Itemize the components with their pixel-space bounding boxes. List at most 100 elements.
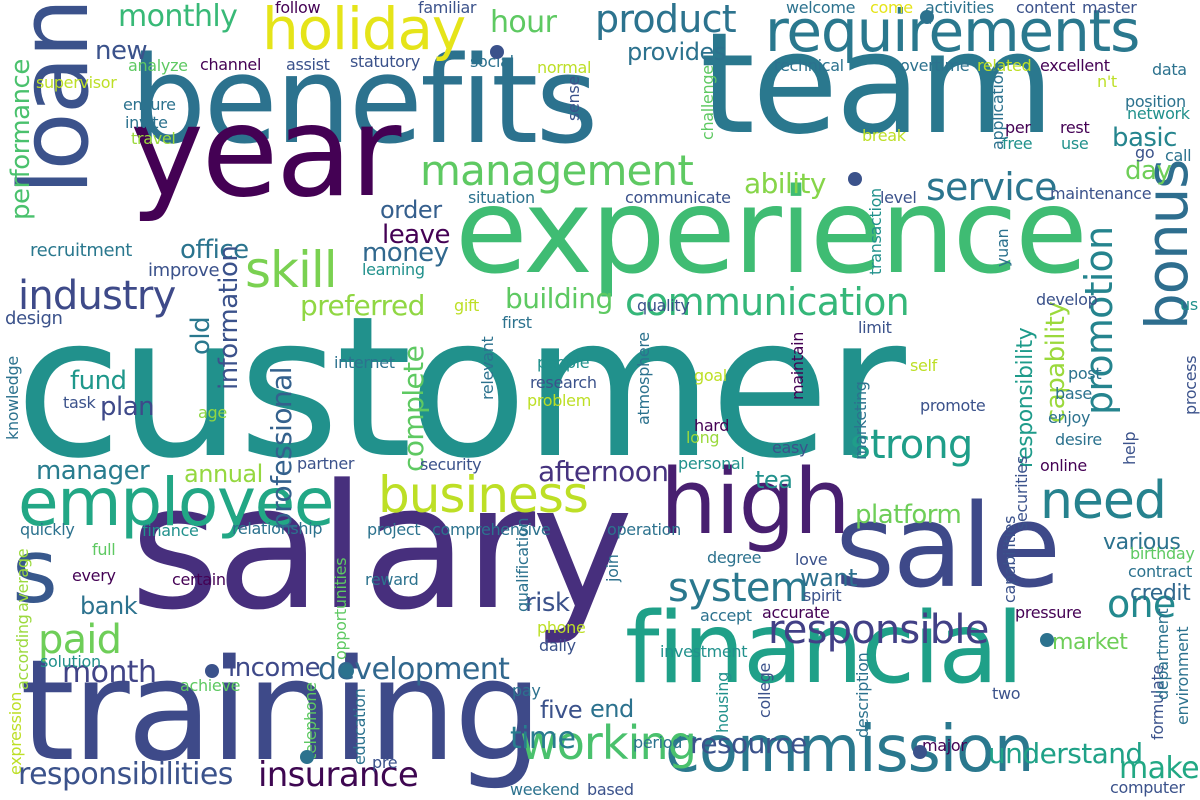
word-network: network <box>1127 104 1190 123</box>
word-credit: credit <box>1130 581 1191 606</box>
word-invite: invite <box>125 113 168 132</box>
word-go: go <box>1135 143 1155 162</box>
word-quickly: quickly <box>20 520 75 539</box>
word-preferred: preferred <box>300 289 425 322</box>
word-strong: strong <box>850 422 973 468</box>
word-maintain: maintain <box>788 331 807 400</box>
word-statutory: statutory <box>350 52 421 71</box>
word-post: post <box>1068 364 1102 383</box>
word-tea: tea <box>755 466 793 494</box>
word-sale: sale <box>835 480 1061 614</box>
word-benefits: benefits <box>130 32 598 171</box>
word-age: age <box>198 403 227 422</box>
word-task: task <box>63 393 96 412</box>
word-income: income <box>228 653 321 683</box>
word-reward: reward <box>365 570 419 589</box>
word-working: working <box>520 716 697 770</box>
word-year: year <box>130 80 401 225</box>
word-pressure: pressure <box>1015 603 1082 622</box>
word-self: self <box>910 356 937 375</box>
bullet-dot-0 <box>205 664 219 678</box>
word-leave: leave <box>382 220 450 250</box>
bullet-dot-2 <box>848 172 862 186</box>
word-birthday: birthday <box>1130 544 1195 563</box>
word-accept: accept <box>700 606 752 625</box>
word-call: call <box>1165 146 1192 165</box>
word-supervisor: supervisor <box>36 73 117 92</box>
word-industry: industry <box>18 273 176 319</box>
word-money: money <box>362 238 449 268</box>
word-analyze: analyze <box>128 56 188 75</box>
word-insurance: insurance <box>258 755 419 795</box>
word-level: level <box>880 188 917 207</box>
word-application: application <box>988 65 1007 150</box>
word-problem: problem <box>527 391 591 410</box>
word-employee: employee <box>18 464 335 541</box>
word-one: one <box>1107 582 1176 626</box>
word-bank: bank <box>80 592 138 620</box>
word-professional: professional <box>265 367 298 530</box>
word-contract: contract <box>1128 562 1192 581</box>
word-achieve: achieve <box>180 676 241 695</box>
word-performance: performance <box>6 59 36 220</box>
word-enjoy: enjoy <box>1048 408 1091 427</box>
word-project: project <box>367 520 421 539</box>
word-ability: ability <box>744 167 826 200</box>
word-content: content <box>1016 0 1076 17</box>
word-information: information <box>214 245 244 390</box>
word-want: want <box>800 564 858 592</box>
word-easy: easy <box>772 438 809 457</box>
word-challenge: challenge <box>698 65 717 140</box>
word-hard: hard <box>694 416 730 435</box>
word-major: major <box>922 736 967 755</box>
word-use: use <box>1061 134 1089 153</box>
word-spirit: spirit <box>803 586 842 605</box>
word-yuan: yuan <box>993 228 1012 267</box>
word-capability: capability <box>1041 301 1071 423</box>
word-complete: complete <box>397 345 430 472</box>
word-personal: personal <box>678 454 745 473</box>
word-manager: manager <box>36 456 150 486</box>
word-building: building <box>505 282 613 315</box>
word-break: break <box>862 126 906 145</box>
word-process: process <box>1181 355 1200 415</box>
word-monthly: monthly <box>118 0 238 34</box>
bullet-dot-4 <box>913 745 927 759</box>
word-love: love <box>795 550 828 569</box>
word-customer: customer <box>15 274 906 501</box>
word-technical: technical <box>774 56 844 75</box>
word-pre: pre <box>372 753 398 772</box>
word-finance: finance <box>142 521 199 540</box>
word-base: base <box>1055 384 1092 403</box>
word-holiday: holiday <box>262 0 466 63</box>
word-marketing: marketing <box>851 381 870 460</box>
word-capabilities: capabilities <box>1000 515 1019 603</box>
word-maintenance: maintenance <box>1050 184 1152 203</box>
bullet-dot-6 <box>490 45 504 59</box>
word-make: make <box>1119 751 1200 786</box>
word-two: two <box>992 684 1021 703</box>
word-need: need <box>1040 471 1167 531</box>
word-promote: promote <box>920 396 986 415</box>
word-various: various <box>1103 530 1181 555</box>
word-business: business <box>378 466 589 524</box>
word-excellent: excellent <box>1040 56 1110 75</box>
word-department: department <box>1153 608 1172 700</box>
word-per: per <box>1005 118 1031 137</box>
word-certain: certain <box>172 570 226 589</box>
word-help: help <box>1120 431 1139 465</box>
word-period: period <box>633 733 683 752</box>
word-long: long <box>686 428 720 447</box>
word-pay: pay <box>512 681 541 700</box>
word-phone: phone <box>537 618 586 637</box>
word-s: s <box>12 520 58 623</box>
word-new: new <box>95 36 148 66</box>
bullet-dot-3 <box>1040 633 1054 647</box>
word-quality: quality <box>637 296 690 315</box>
word-college: college <box>755 662 774 718</box>
word-channel: channel <box>200 55 262 74</box>
word-solution: solution <box>40 652 101 671</box>
word-recruitment: recruitment <box>30 240 132 261</box>
word-description: description <box>853 652 872 738</box>
word-come: come <box>870 0 913 17</box>
